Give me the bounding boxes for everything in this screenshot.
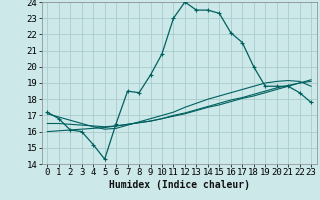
X-axis label: Humidex (Indice chaleur): Humidex (Indice chaleur) [109, 180, 250, 190]
